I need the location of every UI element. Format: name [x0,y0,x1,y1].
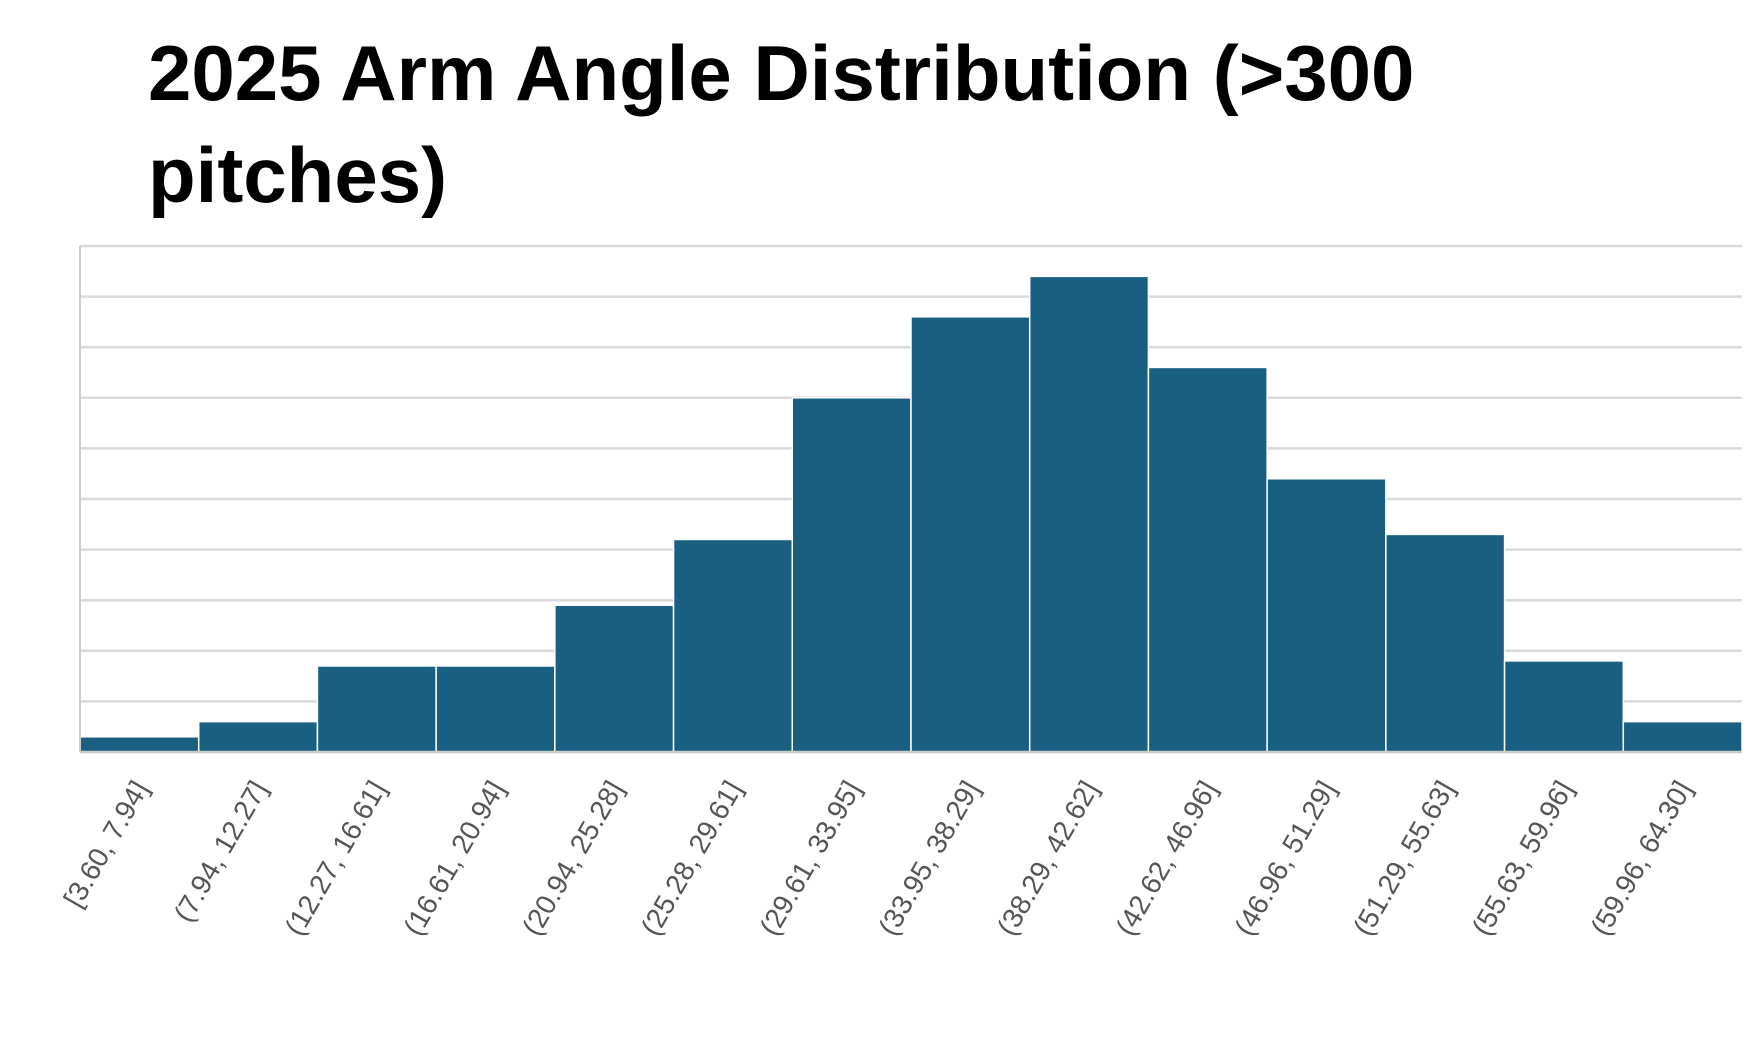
bar-5 [554,604,675,753]
bar-12 [1385,533,1506,753]
bar-1 [79,736,200,753]
x-tick-label: (59.96, 64.30] [1585,776,1698,941]
x-tick-label: (20.94, 25.28] [516,776,629,941]
bar-2 [197,720,319,753]
x-tick-label: (25.28, 29.61] [635,776,748,941]
x-tick-label: (29.61, 33.95] [754,775,867,940]
bar-7 [791,397,912,753]
x-tick-label: (46.96, 51.29] [1228,776,1341,941]
x-tick-label: (7.94, 12.27] [168,776,273,928]
x-tick-label: (38.29, 42.62] [991,776,1104,941]
bar-9 [1028,275,1150,753]
bar-14 [1622,720,1743,753]
x-tick-labels: [3.60, 7.94] (7.94, 12.27] (12.27, 16.61](… [58,775,1698,940]
x-tick-label: (55.63, 59.96] [1466,776,1579,941]
x-tick-label: (42.62, 46.96] [1110,776,1223,941]
bar-3 [316,665,437,753]
x-tick-label: (33.95, 38.29] [872,776,985,941]
bar-11 [1266,478,1387,753]
x-tick-label: (16.61, 20.94] [397,776,510,941]
x-tick-label: (51.29, 55.63] [1347,776,1460,941]
x-tick-label: [3.60, 7.94] [58,776,155,913]
bar-8 [910,316,1031,753]
axes [79,246,1742,754]
bar-6 [672,538,794,753]
bar-13 [1503,660,1625,753]
x-tick-label: (12.27, 16.61] [279,776,392,941]
bar-10 [1147,366,1268,753]
histogram-bars [79,275,1743,753]
bar-4 [435,665,556,753]
chart-title: 2025 Arm Angle Distribution (>300 pitche… [148,29,1415,219]
